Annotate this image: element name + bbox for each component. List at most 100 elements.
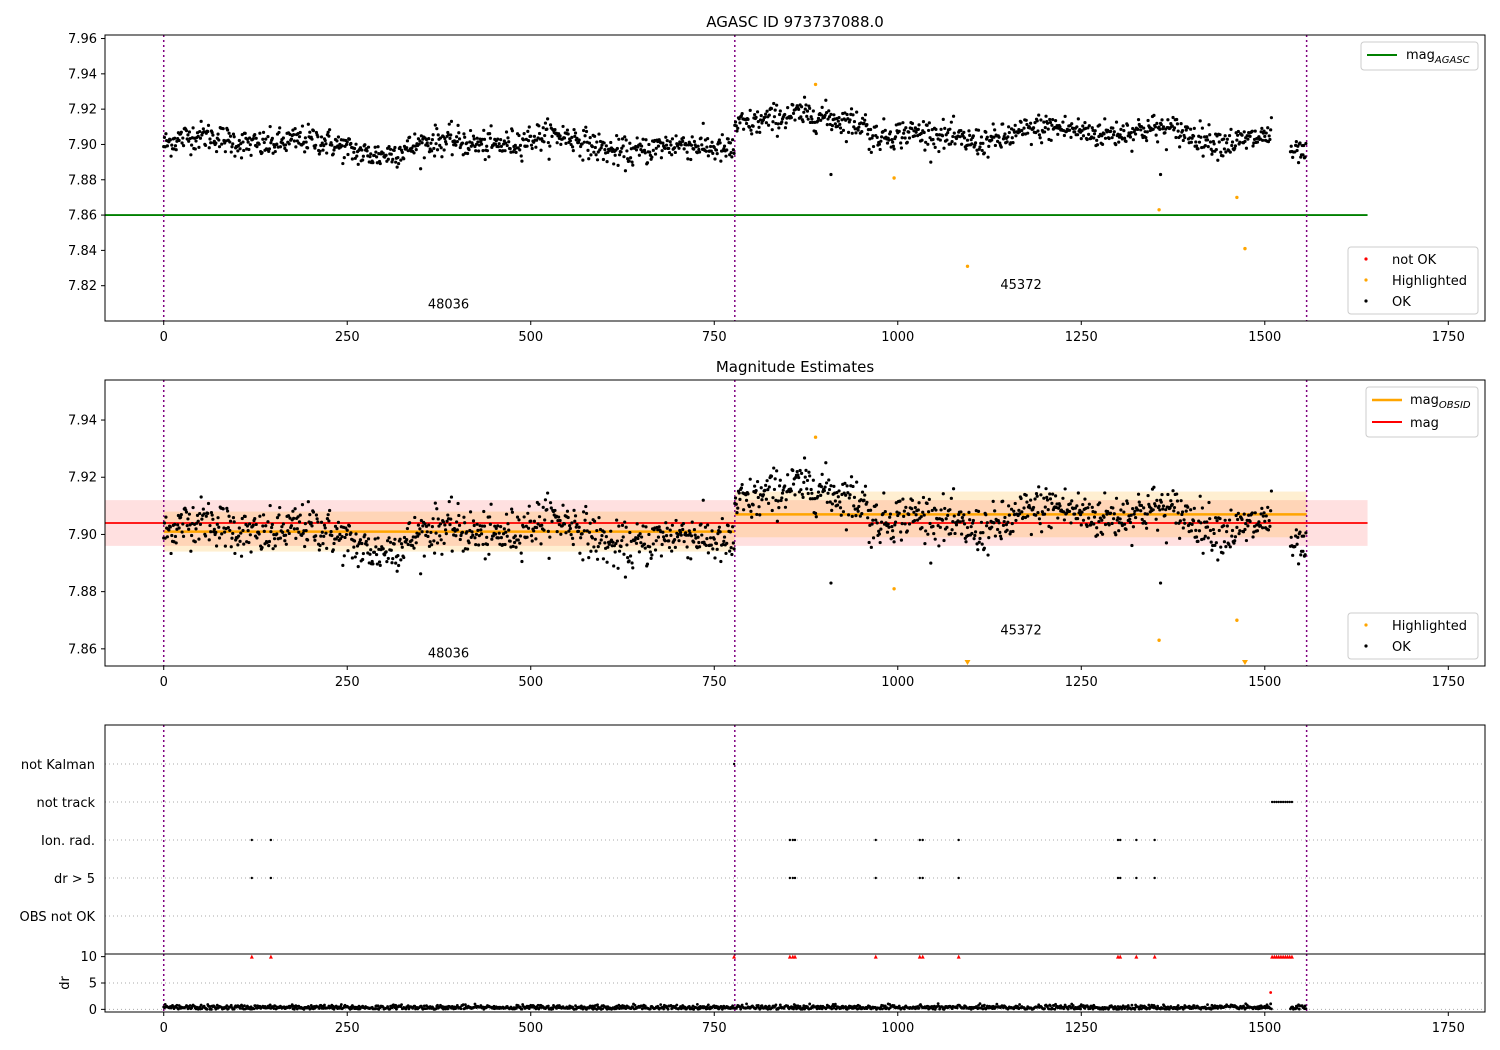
ok-point [1189, 140, 1193, 144]
ok-point [368, 552, 372, 556]
ok-point [206, 501, 211, 506]
ok-point [793, 118, 797, 122]
ok-point [248, 522, 252, 526]
ok-point [990, 138, 994, 142]
ok-point [211, 133, 215, 137]
ok-point [220, 532, 224, 536]
ok-point [553, 508, 557, 513]
ok-point [836, 495, 840, 499]
ok-point [907, 522, 912, 526]
ok-point [783, 484, 787, 488]
ok-point [184, 129, 189, 133]
ok-point [971, 521, 975, 525]
ok-point [1017, 508, 1021, 512]
ok-point [387, 536, 391, 540]
ok-point [902, 128, 906, 132]
ok-point [942, 146, 946, 150]
ok-point [693, 533, 697, 537]
ok-point [185, 524, 189, 528]
ok-point [386, 539, 390, 543]
ok-point [663, 146, 667, 150]
ok-point [526, 526, 531, 530]
ok-point [626, 556, 630, 560]
ok-point [878, 147, 882, 152]
ok-point [221, 507, 225, 511]
ok-point [1161, 125, 1166, 129]
ok-point [419, 167, 423, 171]
ok-point [830, 124, 835, 128]
ok-point [546, 529, 550, 533]
ok-point [603, 148, 607, 152]
ok-point [536, 522, 540, 526]
dr-point [794, 1004, 798, 1008]
flag-point [791, 876, 794, 880]
ok-point [377, 560, 382, 564]
ok-point [820, 105, 824, 109]
ok-point [978, 536, 982, 541]
ok-point [1079, 523, 1083, 527]
ok-point [572, 127, 576, 132]
ok-point [570, 135, 574, 139]
ok-point [824, 111, 829, 115]
ok-point [209, 141, 213, 145]
ok-point [314, 513, 319, 517]
ok-point [435, 507, 439, 511]
ok-point [1001, 523, 1006, 527]
ok-point [1145, 130, 1149, 134]
ok-point [1020, 510, 1024, 514]
ok-point [942, 538, 946, 543]
ok-point [1205, 135, 1209, 139]
ok-point [673, 538, 677, 542]
ok-point [946, 131, 950, 135]
ok-point [928, 521, 932, 526]
ok-point [575, 136, 579, 140]
ok-point [879, 139, 883, 143]
ok-point [1087, 132, 1091, 136]
ok-point [866, 132, 870, 136]
ok-point [611, 540, 615, 544]
dr-point [546, 1004, 550, 1008]
ok-point [701, 498, 705, 502]
ok-point [893, 135, 898, 139]
ok-point [1146, 493, 1150, 498]
ok-point [264, 524, 268, 528]
ok-point [579, 536, 583, 540]
ok-point [832, 484, 836, 488]
ok-point [718, 530, 722, 534]
flag-point [791, 838, 794, 842]
ok-point [905, 529, 909, 533]
ok-point [706, 523, 710, 527]
flag-point [250, 876, 254, 880]
ok-point [977, 540, 981, 544]
ok-point [294, 145, 298, 149]
ok-point [757, 125, 761, 129]
ok-point [764, 497, 768, 501]
ok-point [441, 520, 445, 524]
ok-point [573, 131, 578, 135]
ok-point [249, 550, 253, 554]
ok-point [888, 515, 892, 519]
dr-point [1258, 1007, 1262, 1010]
ok-point [1209, 540, 1213, 544]
ok-point [1243, 139, 1247, 143]
ok-point [651, 148, 655, 152]
ok-point [490, 537, 494, 541]
ok-point [621, 144, 625, 148]
ok-point [644, 525, 648, 529]
ok-point [294, 536, 298, 540]
flag-point [793, 876, 797, 880]
ok-point [399, 158, 403, 162]
ok-point [1090, 126, 1094, 130]
ok-point [191, 126, 195, 130]
ok-point [430, 149, 434, 153]
ok-point [952, 131, 956, 135]
ok-point [427, 523, 431, 527]
ok-point [674, 134, 678, 138]
ok-point [1225, 137, 1229, 141]
ok-point [438, 143, 442, 147]
ok-point [1103, 522, 1108, 527]
ok-point [1037, 113, 1041, 117]
ok-point [417, 142, 421, 146]
ok-point [867, 540, 871, 545]
ok-point [609, 529, 613, 533]
